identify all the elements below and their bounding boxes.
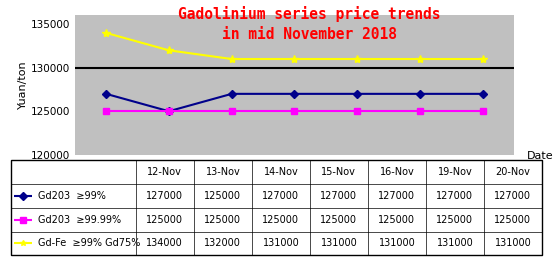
Text: 125000: 125000 (378, 215, 415, 225)
Text: 131000: 131000 (494, 238, 531, 248)
Text: 132000: 132000 (205, 238, 241, 248)
Text: in mid November 2018: in mid November 2018 (222, 27, 397, 42)
Text: 20-Nov: 20-Nov (495, 167, 530, 177)
Text: Gadolinium series price trends: Gadolinium series price trends (179, 6, 441, 22)
Text: 125000: 125000 (436, 215, 473, 225)
Text: 131000: 131000 (378, 238, 415, 248)
Text: 127000: 127000 (436, 191, 473, 201)
Text: 16-Nov: 16-Nov (379, 167, 414, 177)
Text: 14-Nov: 14-Nov (263, 167, 298, 177)
Text: 127000: 127000 (378, 191, 415, 201)
Text: Gd203  ≥99.99%: Gd203 ≥99.99% (38, 215, 121, 225)
Text: 127000: 127000 (147, 191, 184, 201)
Text: 13-Nov: 13-Nov (206, 167, 240, 177)
Text: 125000: 125000 (262, 215, 299, 225)
Text: 12-Nov: 12-Nov (148, 167, 182, 177)
Text: 125000: 125000 (205, 191, 241, 201)
Y-axis label: Yuan/ton: Yuan/ton (18, 61, 28, 109)
Text: Date: Date (526, 151, 553, 161)
Text: Gd-Fe  ≥99% Gd75%: Gd-Fe ≥99% Gd75% (38, 238, 140, 248)
Text: 127000: 127000 (320, 191, 357, 201)
Text: 125000: 125000 (320, 215, 357, 225)
Text: 131000: 131000 (263, 238, 299, 248)
Text: 15-Nov: 15-Nov (321, 167, 356, 177)
Text: 19-Nov: 19-Nov (437, 167, 472, 177)
Text: 127000: 127000 (262, 191, 299, 201)
Text: 131000: 131000 (321, 238, 357, 248)
Text: Gd203  ≥99%: Gd203 ≥99% (38, 191, 106, 201)
Text: 125000: 125000 (147, 215, 184, 225)
Text: 125000: 125000 (205, 215, 241, 225)
Text: 127000: 127000 (494, 191, 531, 201)
Text: 131000: 131000 (436, 238, 473, 248)
Text: 125000: 125000 (494, 215, 531, 225)
Text: 134000: 134000 (147, 238, 183, 248)
